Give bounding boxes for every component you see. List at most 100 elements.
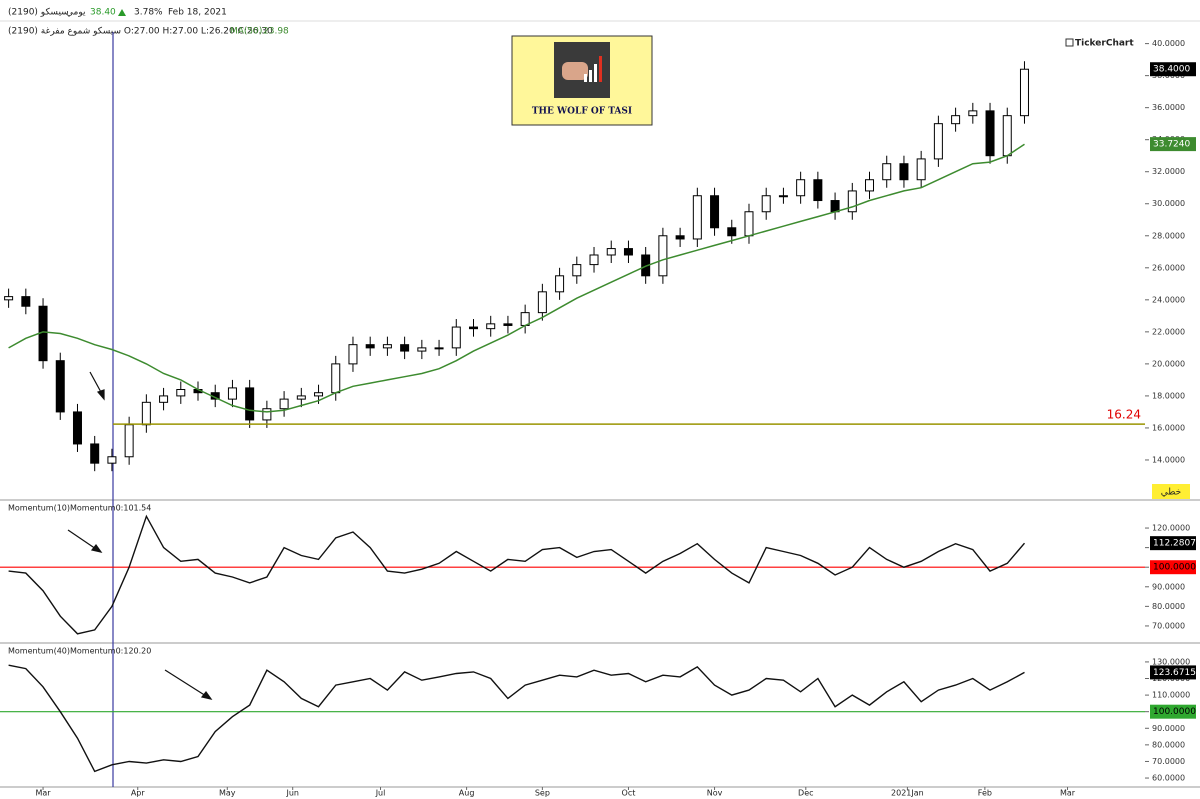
value-badge: [1150, 665, 1196, 680]
candle-body: [21, 296, 31, 307]
candle-body: [727, 227, 737, 237]
mode-button[interactable]: [1152, 484, 1190, 499]
candle-body: [279, 398, 289, 410]
candle-body: [572, 264, 582, 277]
candle-body: [55, 360, 65, 413]
candle-body: [451, 326, 461, 349]
value-badge: [1150, 137, 1196, 152]
x-tick-label: Jul: [375, 789, 386, 798]
y-tick-label: 18.0000: [1152, 391, 1185, 400]
arrow-head: [96, 389, 105, 401]
candle-body: [865, 179, 875, 192]
panel-subtitle: Momentum0:120.20: [70, 647, 151, 656]
x-tick-label: Jun: [285, 789, 299, 798]
y-tick-label: 16.0000: [1152, 423, 1185, 432]
logo-bar: [584, 74, 587, 82]
candle-body: [90, 443, 100, 464]
logo-bar: [594, 64, 597, 82]
brand: TickerChart: [1075, 39, 1134, 49]
candle-body: [468, 326, 478, 330]
candle-body: [348, 344, 358, 365]
candle-body: [658, 235, 668, 277]
candle-body: [141, 401, 151, 426]
y-tick-label: 30.0000: [1152, 199, 1185, 208]
y-tick-label: 26.0000: [1152, 263, 1185, 272]
logo-bar: [589, 70, 592, 82]
y-tick-label: 36.0000: [1152, 103, 1185, 112]
change: 3.78%: [134, 8, 163, 18]
symbol: سيسكو (2190): [8, 8, 69, 18]
value-badge: [1150, 560, 1196, 575]
x-tick-label: Nov: [707, 789, 723, 798]
value-badge-label: 123.6715: [1153, 668, 1196, 678]
y-tick-label: 130.0000: [1152, 657, 1190, 666]
candle-body: [813, 179, 823, 202]
candle-body: [72, 411, 82, 445]
logo: THE WOLF OF TASI: [511, 35, 653, 126]
candle-body: [847, 190, 857, 213]
candle-body: [365, 344, 375, 349]
ma-value: 23.98: [263, 27, 289, 37]
support-label: 16.24: [1107, 408, 1141, 422]
y-tick-label: 80.0000: [1152, 602, 1185, 611]
candle-body: [1019, 68, 1029, 117]
y-tick-label: 60.0000: [1152, 774, 1185, 783]
candle-body: [245, 387, 255, 421]
y-tick-label: 24.0000: [1152, 295, 1185, 304]
candle-body: [107, 456, 117, 464]
logo-hand: [562, 62, 588, 80]
candle-body: [314, 392, 324, 397]
x-tick-label: Oct: [622, 789, 636, 798]
value-badge: [1150, 536, 1196, 551]
y-tick-label: 20.0000: [1152, 359, 1185, 368]
candle-body: [400, 344, 410, 352]
candle-body: [899, 163, 909, 181]
candle-body: [692, 195, 702, 240]
y-tick-label: 40.0000: [1152, 39, 1185, 48]
candle-body: [830, 200, 840, 213]
x-tick-label: 2021Jan: [891, 789, 924, 798]
candle-body: [417, 347, 427, 352]
candles: [4, 61, 1029, 472]
candle-body: [796, 179, 806, 197]
candle-body: [951, 115, 961, 125]
x-tick-label: Sep: [535, 789, 550, 798]
y-tick-label: 28.0000: [1152, 231, 1185, 240]
candle-body: [176, 389, 186, 397]
candle-body: [761, 195, 771, 213]
y-tick-label: 70.0000: [1152, 621, 1185, 630]
value-badge-label: 33.7240: [1153, 140, 1190, 150]
candle-body: [1002, 115, 1012, 157]
x-tick-label: Aug: [459, 789, 475, 798]
y-tick-label: 120.0000: [1152, 524, 1190, 533]
candle-body: [382, 344, 392, 349]
ma-name: MA(50): [230, 27, 262, 37]
value-badge: [1150, 704, 1196, 719]
y-tick-label: 14.0000: [1152, 455, 1185, 464]
x-tick-label: Mar: [35, 789, 51, 798]
arrow-head: [200, 691, 213, 700]
panel-title: Momentum(10): [8, 504, 70, 513]
candle-body: [503, 323, 513, 326]
candle-body: [434, 347, 444, 350]
x-tick-label: May: [219, 789, 236, 798]
value-badge: [1150, 62, 1196, 77]
interval: يومي: [66, 8, 86, 18]
last-price: 38.40: [90, 8, 116, 18]
arrow-head: [90, 544, 103, 553]
logo-bar: [599, 56, 602, 82]
y-tick-label: 90.0000: [1152, 724, 1185, 733]
candle-body: [262, 408, 272, 421]
x-tick-label: Apr: [131, 789, 146, 798]
y-tick-label: 90.0000: [1152, 582, 1185, 591]
mode-button-label[interactable]: خطي: [1161, 488, 1181, 498]
y-tick-label: 110.0000: [1152, 691, 1190, 700]
ohlc-text: سيسكو شموع مفرغة (2190) O:27.00 H:27.00 …: [8, 27, 273, 37]
candle-body: [675, 235, 685, 240]
annotation-arrows: [67, 371, 213, 700]
candle-body: [933, 123, 943, 160]
value-badge-label: 100.0000: [1153, 563, 1196, 573]
arrow: [89, 371, 103, 395]
y-tick-label: 22.0000: [1152, 327, 1185, 336]
